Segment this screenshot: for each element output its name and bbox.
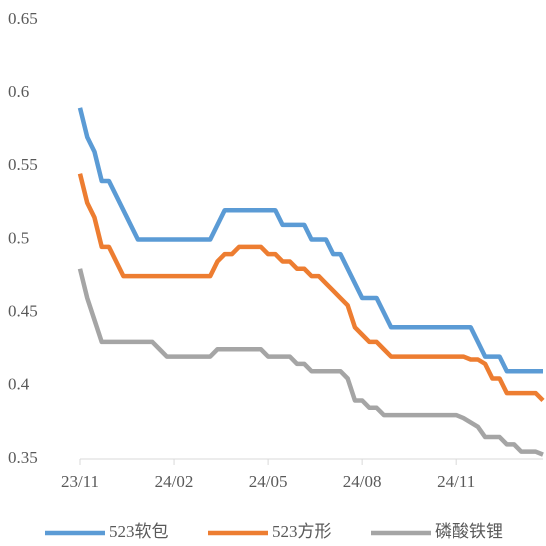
x-tick-label: 23/11 xyxy=(61,472,99,491)
legend-label: 523软包 xyxy=(109,522,169,541)
y-tick-label: 0.35 xyxy=(8,448,38,467)
x-tick-label: 24/05 xyxy=(249,472,288,491)
series-line xyxy=(77,173,545,403)
y-tick-label: 0.45 xyxy=(8,302,38,321)
y-tick-label: 0.4 xyxy=(8,375,30,394)
y-tick-label: 0.55 xyxy=(8,155,38,174)
legend-label: 523方形 xyxy=(272,522,332,541)
x-tick-label: 24/02 xyxy=(155,472,194,491)
y-tick-label: 0.6 xyxy=(8,82,29,101)
legend-label: 磷酸铁锂 xyxy=(435,522,503,541)
series-line xyxy=(77,268,544,457)
y-tick-label: 0.5 xyxy=(8,228,29,247)
series-line xyxy=(77,107,543,374)
x-tick-label: 24/08 xyxy=(343,472,382,491)
x-tick-label: 24/11 xyxy=(437,472,475,491)
y-tick-label: 0.65 xyxy=(8,9,38,28)
